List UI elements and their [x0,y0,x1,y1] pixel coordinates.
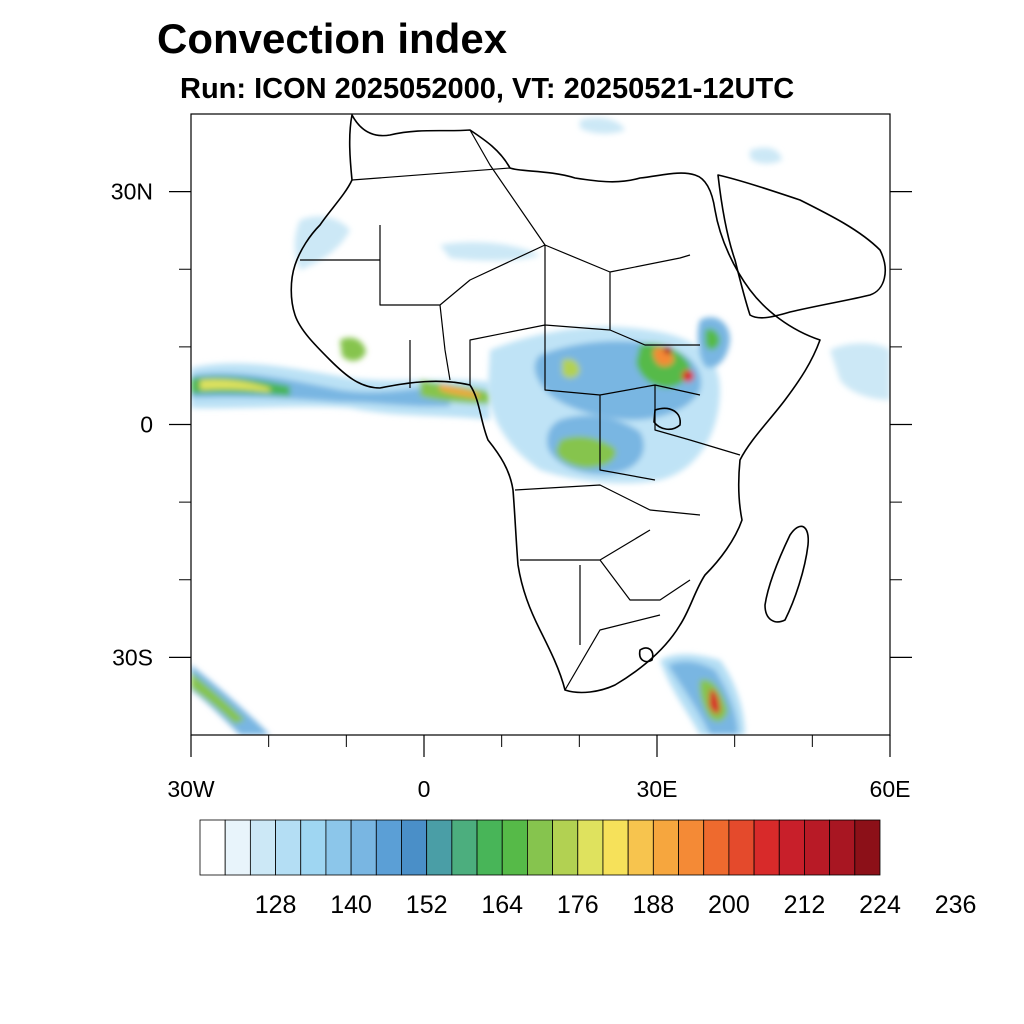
colorbar-box [652,819,679,876]
colorbar-box [804,819,831,876]
colorbar-box [451,819,478,876]
convection-field [191,117,890,735]
y-axis: 30N 0 30S [111,179,912,670]
lesotho [638,647,654,663]
colorbar-box [401,819,428,876]
colorbar-box [627,819,654,876]
colorbar-tick-label: 236 [935,891,977,919]
colorbar-tick-label: 128 [255,891,297,919]
colorbar-box [199,819,226,876]
colorbar-box [703,819,730,876]
madagascar [764,525,810,623]
colorbar-tick-label: 224 [859,891,901,919]
colorbar-tick-label: 176 [557,891,599,919]
africa-coastline [290,114,821,694]
colorbar-box [476,819,503,876]
y-tick-label: 30N [111,179,153,205]
colorbar-box [829,819,856,876]
colorbar-tick-label: 140 [330,891,372,919]
coastlines-and-borders [290,114,886,694]
colorbar-box [602,819,629,876]
colorbar-box [552,819,579,876]
colorbar-box [426,819,453,876]
colorbar-tick-label: 152 [406,891,448,919]
colorbar-tick-label: 200 [708,891,750,919]
colorbar-tick-label: 212 [784,891,826,919]
colorbar-box [854,819,881,876]
y-tick-label: 30S [112,644,153,670]
run-subtitle: Run: ICON 2025052000, VT: 20250521-12UTC [180,73,795,105]
colorbar-box [753,819,780,876]
colorbar-box [300,819,327,876]
colorbar-box [325,819,352,876]
colorbar-box [527,819,553,876]
arabian-peninsula [717,174,886,319]
colorbar-box [275,819,302,876]
x-tick-label: 30E [637,776,678,802]
colorbar-box [728,819,755,876]
x-tick-label: 0 [418,776,431,802]
colorbar-box [375,819,402,876]
colorbar-box [778,819,805,876]
colorbar-tick-label: 188 [632,891,674,919]
colorbar-tick-label: 164 [481,891,523,919]
chart-title: Convection index [157,15,508,62]
colorbar: 128 140 152 164 176 188 200 212 224 236 [199,819,977,919]
lake-victoria [653,407,681,431]
colorbar-box [249,819,276,876]
colorbar-box [224,819,251,876]
colorbar-box [501,819,528,876]
y-tick-label: 0 [140,412,153,438]
x-axis: 30W 0 30E 60E [167,735,911,802]
x-tick-label: 30W [167,776,215,802]
border-lines [300,129,741,691]
colorbar-box [350,819,377,876]
x-tick-label: 60E [870,776,911,802]
colorbar-box [577,819,604,876]
colorbar-box [678,819,705,876]
